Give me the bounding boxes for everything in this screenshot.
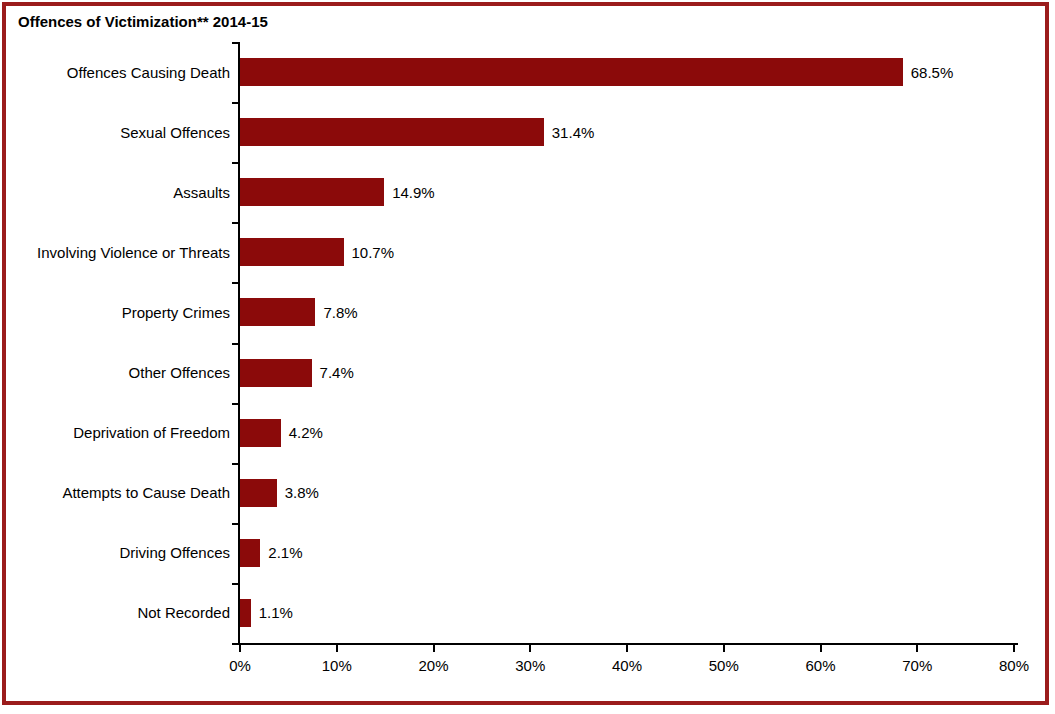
x-tick <box>1013 645 1015 652</box>
x-tick-label: 0% <box>229 657 251 674</box>
x-tick <box>529 645 531 652</box>
x-tick <box>239 645 241 652</box>
category-label: Offences Causing Death <box>10 42 230 102</box>
bar-row: 7.4% <box>240 342 1014 402</box>
category-label: Property Crimes <box>10 282 230 342</box>
chart-page: Offences of Victimization** 2014-15 Offe… <box>0 0 1055 714</box>
bar-row: 2.1% <box>240 523 1014 583</box>
bar <box>240 419 281 447</box>
category-label: Involving Violence or Threats <box>10 222 230 282</box>
bar-row: 10.7% <box>240 222 1014 282</box>
bar-rows: 68.5% 31.4% 14.9% 10.7% 7.8% 7.4% 4.2% 3.8% 2.1%… <box>240 42 1014 643</box>
x-tick <box>433 645 435 652</box>
bar-value-label: 10.7% <box>352 244 395 261</box>
y-tick <box>232 403 240 405</box>
bar-value-label: 2.1% <box>268 544 302 561</box>
bar-value-label: 3.8% <box>285 484 319 501</box>
bar <box>240 359 312 387</box>
y-tick <box>232 523 240 525</box>
bar <box>240 118 544 146</box>
x-axis-tick-labels: 0%10%20%30%40%50%60%70%80% <box>240 657 1014 677</box>
bar-row: 1.1% <box>240 583 1014 643</box>
category-label: Driving Offences <box>10 523 230 583</box>
x-tick <box>723 645 725 652</box>
x-tick-label: 60% <box>805 657 835 674</box>
x-axis-ticks <box>240 645 1014 652</box>
x-tick-label: 80% <box>999 657 1029 674</box>
bar-value-label: 31.4% <box>552 124 595 141</box>
x-tick-label: 20% <box>418 657 448 674</box>
category-label: Attempts to Cause Death <box>10 463 230 523</box>
x-tick-label: 70% <box>902 657 932 674</box>
bar <box>240 479 277 507</box>
y-tick <box>232 102 240 104</box>
chart-title: Offences of Victimization** 2014-15 <box>18 13 268 30</box>
bar <box>240 58 903 86</box>
category-label: Assaults <box>10 162 230 222</box>
bar-value-label: 1.1% <box>259 604 293 621</box>
x-tick <box>820 645 822 652</box>
bar <box>240 178 384 206</box>
bar-row: 31.4% <box>240 102 1014 162</box>
bar-row: 3.8% <box>240 463 1014 523</box>
bar-value-label: 68.5% <box>911 64 954 81</box>
x-tick-label: 10% <box>322 657 352 674</box>
bar-value-label: 4.2% <box>289 424 323 441</box>
category-label: Sexual Offences <box>10 102 230 162</box>
x-tick <box>916 645 918 652</box>
y-tick <box>232 463 240 465</box>
bar-row: 7.8% <box>240 282 1014 342</box>
x-tick-label: 40% <box>612 657 642 674</box>
category-label: Deprivation of Freedom <box>10 403 230 463</box>
x-tick-label: 50% <box>709 657 739 674</box>
category-labels: Offences Causing DeathSexual OffencesAss… <box>10 42 230 643</box>
y-tick <box>232 222 240 224</box>
bar-row: 4.2% <box>240 403 1014 463</box>
bar-row: 14.9% <box>240 162 1014 222</box>
x-tick <box>626 645 628 652</box>
bar-value-label: 7.4% <box>320 364 354 381</box>
y-axis-ticks <box>232 42 240 643</box>
y-tick <box>232 42 240 44</box>
y-tick <box>232 343 240 345</box>
y-tick <box>232 162 240 164</box>
y-tick <box>232 282 240 284</box>
bar <box>240 599 251 627</box>
x-tick-label: 30% <box>515 657 545 674</box>
y-tick <box>232 583 240 585</box>
bar <box>240 539 260 567</box>
bar <box>240 238 344 266</box>
x-tick <box>336 645 338 652</box>
bar-value-label: 14.9% <box>392 184 435 201</box>
bar-value-label: 7.8% <box>323 304 357 321</box>
bar <box>240 298 315 326</box>
bar-row: 68.5% <box>240 42 1014 102</box>
category-label: Other Offences <box>10 342 230 402</box>
category-label: Not Recorded <box>10 583 230 643</box>
